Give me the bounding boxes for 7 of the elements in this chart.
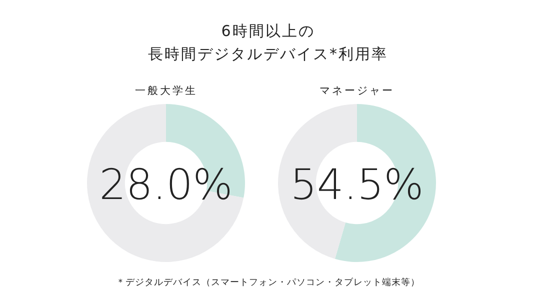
text: ＊デジタルデバイス（スマートフォン・パソコン・タブレット端末等） xyxy=(116,277,420,288)
text: 54.5% xyxy=(290,160,424,209)
chart-title: 一般大学生 xyxy=(134,84,198,97)
chart-title: マネージャー xyxy=(320,85,394,97)
text: 長時間デジタルデバイス*利用率 xyxy=(148,45,388,63)
text: 6時間以上の xyxy=(221,22,315,40)
text: 28.0% xyxy=(99,160,233,209)
